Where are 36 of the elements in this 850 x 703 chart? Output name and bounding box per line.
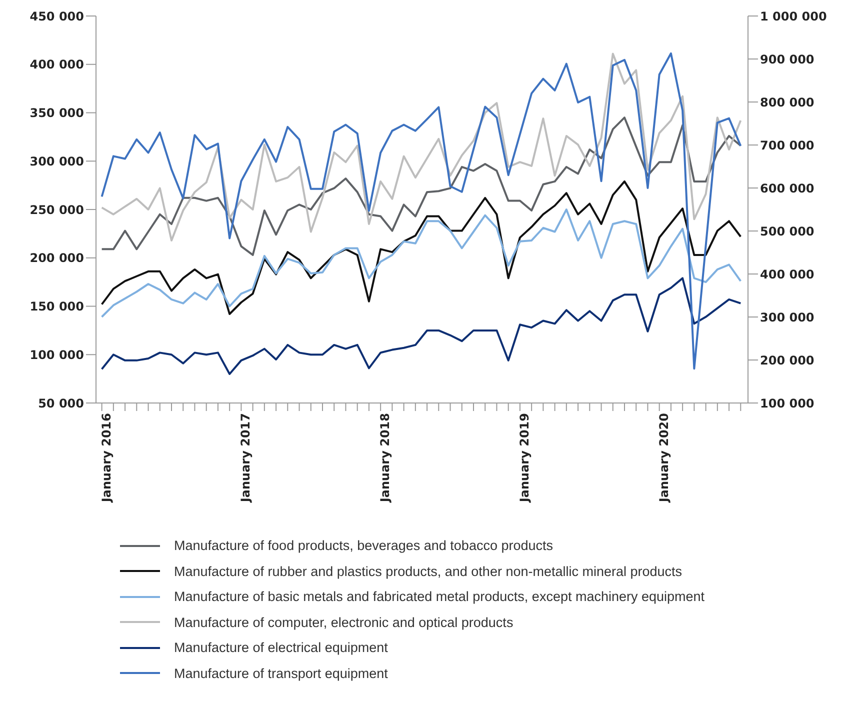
y2-tick-label: 500 000 (760, 224, 814, 238)
line-series (100, 52, 742, 242)
line-series (100, 180, 742, 315)
y-tick-label: 450 000 (30, 9, 84, 24)
y-tick-label: 200 000 (30, 251, 84, 266)
legend-label: Manufacture of computer, electronic and optical products (174, 614, 514, 630)
y2-tick-label: 1 000 000 (760, 9, 827, 24)
x-tick-label: January 2019 (517, 413, 532, 504)
x-tick-label: January 2018 (378, 413, 392, 504)
y2-tick-label: 100 000 (760, 396, 814, 410)
y2-tick-label: 700 000 (760, 138, 814, 152)
line-series (100, 208, 742, 318)
y-tick-label: 50 000 (38, 396, 84, 410)
legend-label: Manufacture of food products, beverages and tobacco products (174, 538, 553, 554)
x-tick-label: January 2017 (238, 413, 253, 504)
y-tick-label: 300 000 (30, 154, 84, 168)
y-tick-label: 250 000 (30, 202, 84, 217)
line-series (100, 116, 742, 256)
y2-tick-label: 400 000 (760, 267, 814, 282)
y2-tick-label: 800 000 (760, 95, 814, 110)
y-tick-label: 350 000 (30, 106, 84, 120)
y-tick-label: 150 000 (30, 300, 84, 314)
y2-tick-label: 200 000 (760, 353, 814, 368)
legend-label: Manufacture of basic metals and fabricated metal products, except machinery equipment (174, 589, 705, 604)
legend-label: Manufacture of rubber and plastics products, and other non-metallic mineral products (174, 564, 682, 579)
y2-tick-label: 600 000 (760, 181, 814, 196)
legend-label: Manufacture of transport equipment (174, 666, 388, 681)
y-tick-label: 400 000 (30, 58, 84, 72)
x-tick-label: January 2016 (99, 413, 114, 504)
y2-tick-label: 300 000 (760, 310, 814, 324)
line-series (100, 52, 742, 370)
legend-label: Manufacture of electrical equipment (174, 640, 388, 656)
y2-tick-label: 900 000 (760, 52, 814, 66)
x-tick-label: January 2020 (656, 413, 671, 504)
line-series (100, 277, 742, 375)
y-tick-label: 100 000 (30, 348, 84, 362)
